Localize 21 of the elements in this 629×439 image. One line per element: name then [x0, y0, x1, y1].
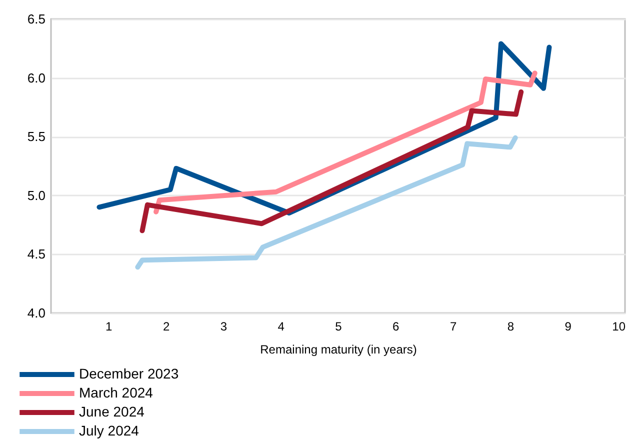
x-tick-label: 2 [162, 320, 170, 334]
x-tick-label: 1 [106, 320, 113, 334]
legend-label: July 2024 [79, 422, 140, 438]
x-tick-label: 4 [278, 320, 285, 334]
x-tick-label: 6 [392, 320, 400, 334]
x-axis-title: Remaining maturity (in years) [260, 342, 417, 356]
x-tick-label: 8 [507, 320, 514, 334]
x-tick-label: 5 [335, 320, 342, 334]
x-tick-label: 9 [564, 320, 572, 334]
y-tick-label: 4.0 [27, 306, 46, 320]
y-tick-label: 5.0 [27, 188, 46, 203]
y-tick-label: 6.5 [27, 12, 46, 26]
y-tick-label: 4.5 [27, 246, 46, 262]
legend-label: December 2023 [79, 366, 179, 382]
y-tick-label: 5.5 [27, 129, 46, 144]
legend-label: March 2024 [79, 384, 154, 400]
x-tick-label: 3 [220, 320, 228, 334]
x-tick-label: 7 [450, 320, 457, 334]
x-tick-label: 10 [612, 320, 626, 334]
legend-label: June 2024 [79, 404, 145, 420]
y-tick-label: 6.0 [27, 70, 46, 86]
